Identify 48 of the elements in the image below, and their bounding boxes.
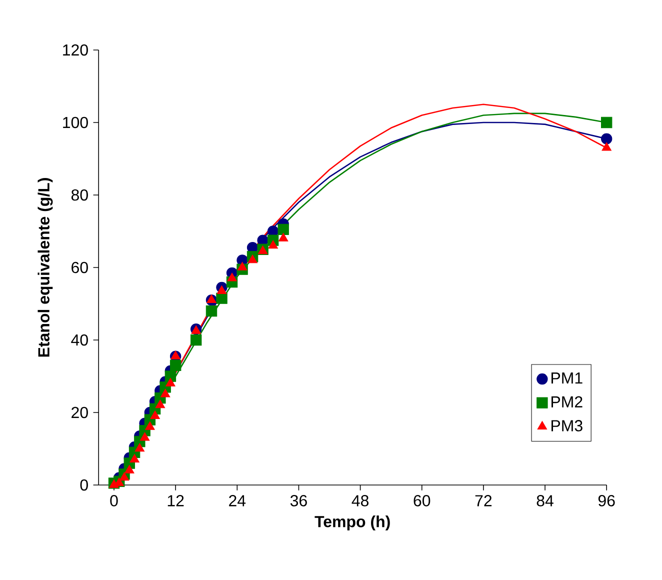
point [119, 472, 130, 481]
legend-label: PM1 [552, 372, 582, 384]
x-tick-label: 12 [168, 495, 184, 506]
point [170, 360, 182, 371]
point [216, 292, 228, 304]
x-tick-label: 72 [475, 495, 492, 506]
y-tick-label: 20 [72, 406, 88, 418]
point [206, 305, 218, 317]
point [145, 421, 155, 430]
point [237, 262, 248, 270]
point [170, 350, 180, 360]
x-tick-label: 84 [536, 495, 554, 506]
y-tick-label: 100 [63, 116, 88, 128]
point [278, 224, 289, 236]
y-tick-label: 0 [80, 479, 88, 491]
point [216, 285, 227, 294]
point [130, 454, 140, 463]
point [150, 410, 160, 420]
point [602, 142, 612, 151]
point [190, 334, 202, 346]
x-tick-label: 24 [229, 495, 246, 506]
y-tick-label: 80 [71, 189, 88, 201]
point [278, 232, 288, 242]
x-tick-label: 60 [414, 495, 430, 506]
x-tick-label: 48 [352, 495, 368, 506]
point [166, 378, 176, 386]
point [140, 432, 150, 441]
point [155, 400, 166, 408]
y-tick-label: 60 [72, 262, 88, 274]
y-tick-label: 120 [63, 44, 88, 56]
x-tick-label: 36 [290, 495, 307, 506]
point [227, 272, 237, 282]
point [124, 464, 134, 474]
y-axis-title: Etanol equivalente (g/L) [38, 178, 53, 357]
point [134, 443, 145, 452]
point [206, 294, 216, 304]
point [268, 240, 278, 249]
x-axis-title: Tempo (h) [314, 516, 390, 530]
y-tick-label: 40 [71, 334, 88, 346]
point [160, 388, 170, 398]
point [164, 370, 176, 382]
point [600, 133, 612, 144]
point [248, 254, 258, 264]
point [600, 116, 612, 128]
legend-label: PM3 [552, 420, 582, 432]
legend-label: PM2 [552, 396, 582, 408]
x-tick-label: 0 [110, 495, 118, 506]
x-tick-label: 96 [598, 495, 615, 506]
